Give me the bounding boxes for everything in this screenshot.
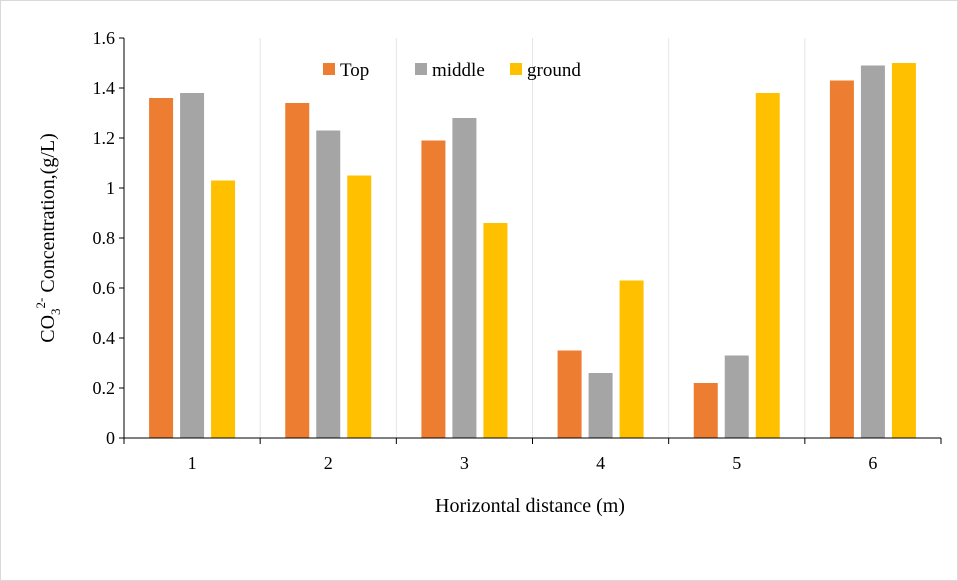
y-tick-label: 1 — [106, 178, 115, 198]
y-tick-label: 0.4 — [93, 328, 116, 348]
bar-ground-5 — [755, 93, 780, 438]
bar-middle-5 — [724, 355, 749, 438]
x-tick-label: 5 — [732, 453, 741, 473]
bar-middle-1 — [180, 93, 205, 438]
y-tick-label: 0 — [106, 428, 115, 448]
legend-label-top: Top — [340, 60, 369, 81]
y-axis-title-prefix: CO — [37, 315, 59, 343]
legend-swatch-middle — [415, 63, 427, 75]
y-tick-label: 1.2 — [93, 128, 116, 148]
legend: Top middle ground — [323, 60, 581, 81]
bar-middle-3 — [452, 118, 477, 438]
bar-top-3 — [421, 140, 446, 438]
x-tick-label: 4 — [596, 453, 605, 473]
x-tick-label: 3 — [460, 453, 469, 473]
y-axis-title: CO32- Concentration,(g/L) — [33, 133, 63, 343]
legend-swatch-ground — [510, 63, 522, 75]
bar-ground-2 — [347, 175, 372, 438]
y-axis-title-subscript: 3 — [48, 308, 63, 315]
y-tick-label: 0.2 — [93, 378, 116, 398]
bar-top-6 — [829, 80, 854, 438]
x-axis-ticks: 1 2 3 4 5 6 — [123, 438, 942, 473]
bar-middle-6 — [860, 65, 885, 438]
y-axis-ticks: 0 0.2 0.4 0.6 0.8 1 1.2 1.4 1.6 — [93, 28, 124, 448]
bar-top-1 — [149, 98, 174, 438]
x-axis-title: Horizontal distance (m) — [435, 495, 625, 517]
x-tick-label: 2 — [324, 453, 333, 473]
x-tick-label: 1 — [188, 453, 197, 473]
y-axis-title-superscript: 2- — [33, 298, 48, 309]
bar-ground-3 — [483, 223, 508, 438]
y-tick-label: 1.6 — [93, 28, 116, 48]
bar-ground-4 — [619, 280, 644, 438]
bar-top-2 — [285, 103, 310, 438]
y-tick-label: 1.4 — [93, 78, 116, 98]
bars — [149, 63, 916, 438]
y-tick-label: 0.8 — [93, 228, 116, 248]
gridlines — [259, 38, 806, 438]
x-tick-label: 6 — [868, 453, 877, 473]
bar-middle-2 — [316, 130, 341, 438]
legend-swatch-top — [323, 63, 335, 75]
legend-label-ground: ground — [527, 60, 581, 81]
bar-ground-1 — [211, 180, 236, 438]
bar-top-4 — [557, 350, 582, 438]
bar-ground-6 — [891, 63, 916, 438]
bar-top-5 — [693, 383, 718, 438]
y-axis-title-suffix: Concentration,(g/L) — [37, 133, 59, 297]
bar-middle-4 — [588, 373, 613, 438]
legend-label-middle: middle — [432, 60, 485, 81]
y-tick-label: 0.6 — [93, 278, 116, 298]
